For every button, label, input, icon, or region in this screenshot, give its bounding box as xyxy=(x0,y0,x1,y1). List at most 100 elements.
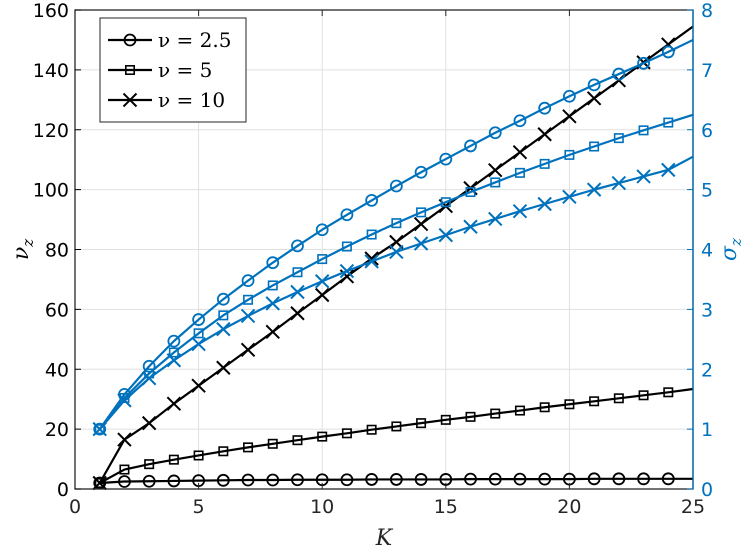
data-point-marker xyxy=(637,472,650,486)
data-point-marker xyxy=(488,162,503,178)
data-point-marker xyxy=(340,208,354,222)
data-point-marker xyxy=(663,387,674,398)
legend-marker xyxy=(125,65,136,76)
data-point-marker xyxy=(142,359,156,373)
data-point-marker xyxy=(340,473,354,487)
data-point-marker xyxy=(243,294,254,305)
y-left-tick-label: 40 xyxy=(45,359,69,381)
data-point-marker xyxy=(440,197,451,208)
y-left-label-subscript: z xyxy=(19,239,37,248)
data-point-marker xyxy=(488,126,502,140)
data-point-marker xyxy=(292,267,303,278)
data-point-marker xyxy=(391,218,402,229)
data-point-marker xyxy=(465,187,476,198)
data-point-marker xyxy=(440,414,451,425)
data-point-marker xyxy=(119,464,130,475)
data-point-marker xyxy=(191,336,206,352)
data-point-marker xyxy=(661,472,675,486)
data-point-marker xyxy=(314,274,330,289)
data-point-marker xyxy=(514,405,525,416)
data-point-marker xyxy=(413,236,429,251)
data-point-marker xyxy=(290,284,305,300)
data-point-marker xyxy=(166,353,182,368)
data-point-marker xyxy=(94,478,105,489)
data-point-marker xyxy=(193,450,204,461)
data-point-marker xyxy=(192,313,206,326)
x-tick-label: 5 xyxy=(193,496,205,518)
y-left-tick-label: 0 xyxy=(57,479,69,501)
data-point-marker xyxy=(366,424,377,435)
data-point-marker xyxy=(365,194,379,207)
data-point-marker xyxy=(564,399,575,410)
data-point-marker xyxy=(465,411,476,422)
y-axis-label-left: νz xyxy=(9,239,37,260)
data-point-marker xyxy=(216,292,230,306)
data-point-marker xyxy=(562,189,577,205)
data-point-marker xyxy=(191,378,206,393)
data-point-marker xyxy=(563,89,576,103)
series-nu-square xyxy=(94,387,694,489)
data-point-marker xyxy=(141,415,157,431)
series-nu-x xyxy=(92,25,694,491)
y-right-tick-label: 3 xyxy=(701,299,713,321)
y-left-tick-label: 160 xyxy=(33,0,69,22)
series-sigma-x xyxy=(92,155,694,437)
data-point-marker xyxy=(365,473,379,486)
data-point-marker xyxy=(564,149,575,160)
series-line xyxy=(98,38,694,430)
data-point-marker xyxy=(439,152,453,166)
data-point-marker xyxy=(512,203,528,219)
x-tick-label: 25 xyxy=(681,496,705,518)
data-point-marker xyxy=(241,274,255,288)
data-point-marker xyxy=(117,393,132,408)
data-point-marker xyxy=(193,328,204,339)
y-right-tick-label: 6 xyxy=(701,120,713,142)
data-point-marker xyxy=(587,78,601,92)
y-left-tick-label: 120 xyxy=(33,120,69,142)
data-point-marker xyxy=(538,101,552,115)
data-point-marker xyxy=(366,229,377,240)
legend: ν = 2.5 ν = 5 ν = 10 xyxy=(99,17,247,123)
data-point-marker xyxy=(490,177,501,188)
data-point-marker xyxy=(513,114,527,128)
data-point-marker xyxy=(167,334,181,348)
series-line xyxy=(98,113,694,430)
data-point-marker xyxy=(216,321,231,337)
data-point-marker xyxy=(267,438,278,449)
data-point-marker xyxy=(92,421,107,437)
data-point-marker xyxy=(414,473,428,486)
y-right-tick-label: 1 xyxy=(701,419,713,441)
data-point-marker xyxy=(341,428,352,439)
data-point-marker xyxy=(341,241,352,252)
data-point-marker xyxy=(291,239,304,253)
data-point-marker xyxy=(636,169,651,184)
data-point-marker xyxy=(513,472,527,486)
data-point-marker xyxy=(218,446,229,457)
data-point-marker xyxy=(413,216,429,232)
data-point-marker xyxy=(611,175,627,191)
data-point-marker xyxy=(290,306,305,321)
y-left-tick-label: 140 xyxy=(33,60,69,82)
data-point-marker xyxy=(589,141,600,152)
data-point-marker xyxy=(364,254,379,269)
data-point-marker xyxy=(638,125,649,136)
data-point-marker xyxy=(661,162,676,178)
data-point-marker xyxy=(586,91,602,106)
data-point-marker xyxy=(488,211,503,227)
data-point-marker xyxy=(216,473,230,487)
y-left-label-symbol: ν xyxy=(9,247,34,260)
legend-marker xyxy=(123,33,137,47)
x-axis-label: K xyxy=(375,526,394,551)
legend-entry: ν = 10 xyxy=(108,88,225,112)
y-right-tick-label: 7 xyxy=(701,60,713,82)
series-line xyxy=(98,155,694,430)
data-point-marker xyxy=(389,473,403,486)
legend-entry: ν = 5 xyxy=(108,58,212,82)
y-right-tick-label: 0 xyxy=(701,479,713,501)
data-point-marker xyxy=(613,133,624,144)
data-point-marker xyxy=(317,254,328,265)
data-point-marker xyxy=(317,431,328,442)
data-point-marker xyxy=(612,472,626,486)
y-right-tick-label: 8 xyxy=(701,0,713,22)
data-point-marker xyxy=(537,196,552,212)
